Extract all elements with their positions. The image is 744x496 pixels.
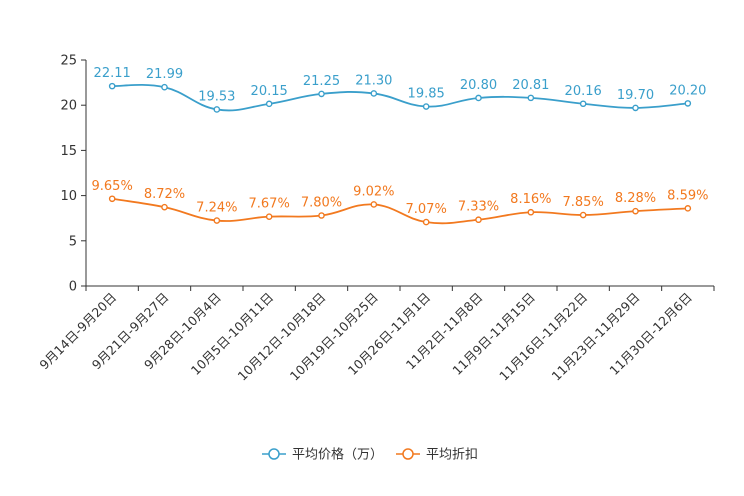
x-category-label: 10月12日-10月18日 (234, 290, 328, 384)
data-point[interactable] (527, 208, 535, 216)
data-point[interactable] (632, 104, 639, 112)
x-category-label: 11月16日-11月22日 (496, 290, 590, 384)
data-label: 7.24% (196, 201, 237, 216)
y-tick-label: 20 (60, 99, 77, 114)
data-point[interactable] (527, 94, 535, 102)
data-label: 7.07% (406, 202, 447, 217)
x-category-label: 11月23日-11月29日 (548, 290, 642, 384)
data-label: 20.20 (669, 83, 706, 98)
data-label: 20.81 (512, 78, 549, 93)
data-label: 21.30 (355, 73, 392, 88)
series-layer (108, 82, 692, 226)
data-point[interactable] (108, 195, 116, 203)
data-point[interactable] (318, 212, 325, 219)
data-label: 7.80% (301, 195, 342, 210)
legend-item-2[interactable]: 平均折扣 (396, 448, 478, 463)
data-point[interactable] (579, 100, 587, 108)
data-label: 20.16 (565, 84, 602, 99)
data-point[interactable] (108, 82, 116, 90)
data-point[interactable] (161, 203, 168, 211)
data-label: 21.99 (146, 67, 183, 82)
data-label: 7.67% (249, 197, 290, 212)
data-point[interactable] (265, 100, 273, 108)
data-label: 19.85 (408, 87, 445, 102)
data-label: 8.28% (615, 191, 656, 206)
data-label: 21.25 (303, 74, 340, 89)
y-tick-label: 25 (60, 54, 77, 69)
data-point[interactable] (422, 218, 430, 226)
data-point[interactable] (422, 103, 430, 110)
series-line-2 (112, 197, 688, 225)
data-label: 19.70 (617, 88, 654, 103)
data-label: 20.15 (251, 84, 288, 99)
data-label: 9.02% (353, 184, 394, 199)
legend-label: 平均价格（万） (292, 447, 383, 463)
data-label: 9.65% (92, 179, 133, 194)
data-point[interactable] (161, 83, 168, 91)
y-tick-label: 0 (69, 280, 77, 295)
data-label: 20.80 (460, 78, 497, 93)
axes: 05101520259月14日-9月20日9月21日-9月27日9月28日-10… (36, 54, 715, 384)
data-label: 8.16% (510, 192, 551, 207)
legend-label: 平均折扣 (426, 448, 478, 463)
series-line-1 (112, 83, 688, 112)
data-label: 7.33% (458, 200, 499, 215)
data-point[interactable] (318, 90, 325, 98)
legend-marker-icon (402, 448, 414, 460)
data-point[interactable] (684, 100, 692, 107)
data-point[interactable] (213, 217, 221, 224)
data-label: 8.59% (667, 188, 708, 203)
data-label: 22.11 (94, 66, 131, 81)
data-point[interactable] (632, 207, 639, 215)
data-point[interactable] (579, 211, 587, 219)
data-labels: 22.11 21.99 19.53 20.15 21.25 21.30 19.85 20.80… (92, 66, 709, 217)
data-point[interactable] (265, 213, 273, 220)
data-point[interactable] (684, 205, 692, 212)
data-point[interactable] (370, 201, 378, 208)
x-category-label: 10月19日-10月25日 (287, 290, 381, 384)
data-label: 8.72% (144, 187, 185, 202)
legend-marker-icon (268, 448, 280, 460)
legend-item-1[interactable]: 平均价格（万） (262, 447, 383, 463)
data-point[interactable] (475, 94, 482, 102)
y-tick-label: 10 (60, 189, 77, 204)
y-tick-label: 15 (60, 144, 77, 159)
data-label: 7.85% (563, 195, 604, 210)
data-point[interactable] (213, 106, 221, 113)
y-tick-label: 5 (69, 234, 77, 249)
data-point[interactable] (370, 90, 378, 97)
data-label: 19.53 (198, 89, 235, 104)
data-point[interactable] (475, 216, 482, 224)
legend[interactable]: 平均价格（万） 平均折扣 (262, 447, 478, 463)
